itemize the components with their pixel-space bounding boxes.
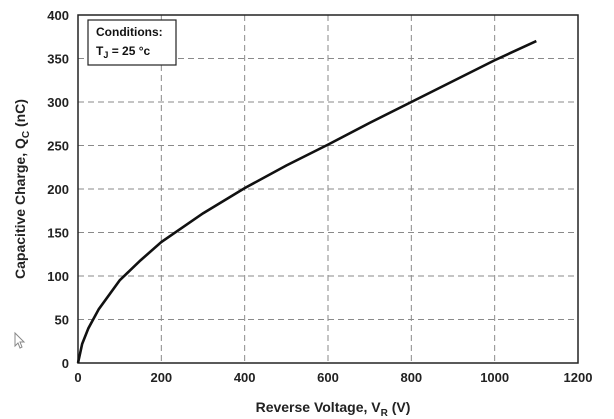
x-axis-title-unit: (V)	[388, 399, 411, 415]
x-axis-title-sub: R	[381, 408, 389, 419]
mouse-cursor-icon	[14, 331, 26, 349]
conditions-title: Conditions:	[96, 25, 163, 39]
conditions-box: Conditions: TJ = 25 °c	[87, 19, 177, 66]
grid-layer	[78, 15, 578, 363]
conditions-temperature: TJ = 25 °c	[96, 44, 151, 60]
x-tick-label: 0	[74, 370, 81, 385]
y-tick-label: 250	[47, 139, 69, 154]
x-tick-label: 1000	[480, 370, 509, 385]
qc-vs-vr-curve	[76, 39, 537, 364]
tj-symbol: T	[96, 44, 104, 58]
x-tick-label: 800	[400, 370, 422, 385]
y-tick-label: 100	[47, 269, 69, 284]
y-tick-label: 400	[47, 8, 69, 23]
x-tick-label: 400	[234, 370, 256, 385]
y-tick-label: 350	[47, 52, 69, 67]
x-tick-labels: 0 200 400 600 800 1000 1200	[74, 370, 592, 385]
y-tick-label: 50	[55, 313, 69, 328]
y-axis-title-unit: (nC)	[12, 99, 28, 131]
y-tick-labels: 0 50 100 150 200 250 300 350 400	[47, 8, 69, 371]
x-tick-label: 600	[317, 370, 339, 385]
y-axis-title-sub: C	[21, 131, 32, 138]
tj-subscript: J	[103, 50, 108, 60]
plot-frame	[77, 14, 579, 364]
x-tick-label: 1200	[564, 370, 593, 385]
y-tick-label: 0	[62, 356, 69, 371]
conditions-box-frame	[87, 19, 177, 66]
y-tick-label: 150	[47, 226, 69, 241]
x-tick-label: 200	[150, 370, 172, 385]
y-axis-title: Capacitive Charge, QC (nC)	[12, 99, 32, 279]
y-axis-title-main: Capacitive Charge, Q	[12, 138, 28, 279]
y-tick-label: 300	[47, 95, 69, 110]
x-axis-title-main: Reverse Voltage, V	[256, 399, 382, 415]
tj-value: = 25 °c	[108, 44, 150, 58]
y-tick-label: 200	[47, 182, 69, 197]
x-axis-title: Reverse Voltage, VR (V)	[256, 399, 411, 419]
